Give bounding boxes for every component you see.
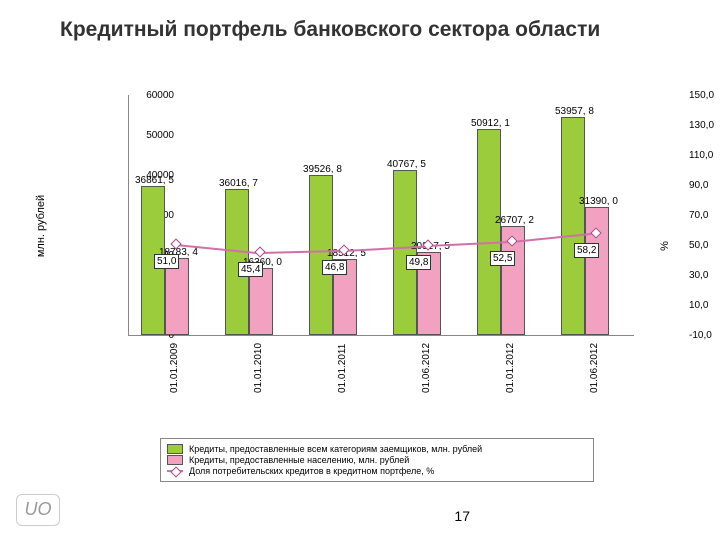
chart-title: Кредитный портфель банковского сектора о… — [60, 18, 600, 42]
legend-label-1: Кредиты, предоставленные всем категориям… — [189, 444, 482, 454]
x-tick: 01.01.2009 — [169, 343, 180, 393]
logo: UO — [16, 494, 60, 526]
line-value: 46,8 — [322, 260, 347, 275]
x-tick: 01.06.2012 — [589, 343, 600, 393]
line-value: 45,4 — [238, 262, 263, 277]
bar-series2 — [585, 207, 609, 335]
x-tick: 01.01.2012 — [505, 343, 516, 393]
x-tick: 01.06.2012 — [421, 343, 432, 393]
legend: Кредиты, предоставленные всем категориям… — [160, 438, 594, 482]
line-value: 58,2 — [574, 243, 599, 258]
bar-label-1: 53957, 8 — [555, 106, 594, 117]
bar-label-2: 26707, 2 — [495, 215, 534, 226]
legend-label-line: Доля потребительских кредитов в кредитно… — [189, 466, 434, 476]
x-tick: 01.01.2010 — [253, 343, 264, 393]
x-tick: 01.01.2011 — [337, 344, 348, 393]
y1-tick: 60000 — [129, 90, 174, 101]
line-value: 51,0 — [154, 254, 179, 269]
plot-area: 0100002000030000400005000060000-10,010,0… — [128, 95, 634, 336]
y2-tick: 110,0 — [689, 150, 713, 161]
y2-tick: 50,0 — [689, 240, 708, 251]
legend-item-series1: Кредиты, предоставленные всем категориям… — [167, 444, 587, 454]
y2-tick: 90,0 — [689, 180, 708, 191]
chart: 0100002000030000400005000060000-10,010,0… — [78, 95, 633, 375]
bar-series1 — [561, 117, 585, 335]
bar-label-1: 40767, 5 — [387, 159, 426, 170]
y2-tick: -10,0 — [689, 330, 712, 341]
page-number: 17 — [454, 508, 470, 524]
legend-item-series2: Кредиты, предоставленные населению, млн.… — [167, 455, 587, 465]
legend-item-line: Доля потребительских кредитов в кредитно… — [167, 466, 587, 476]
y-axis-left-label: млн. рублей — [35, 195, 47, 257]
legend-swatch-2 — [167, 455, 183, 465]
bar-label-1: 36861, 5 — [135, 175, 174, 186]
legend-swatch-line — [167, 470, 183, 472]
bar-label-2: 31390, 0 — [579, 196, 618, 207]
y1-tick: 50000 — [129, 130, 174, 141]
bar-series1 — [477, 129, 501, 335]
legend-label-2: Кредиты, предоставленные населению, млн.… — [189, 455, 409, 465]
y2-tick: 10,0 — [689, 300, 708, 311]
line-value: 49,8 — [406, 255, 431, 270]
legend-swatch-1 — [167, 444, 183, 454]
line-value: 52,5 — [490, 251, 515, 266]
y-axis-right-label: % — [659, 241, 671, 251]
bar-series1 — [393, 170, 417, 335]
y2-tick: 70,0 — [689, 210, 708, 221]
y2-tick: 30,0 — [689, 270, 708, 281]
bar-series2 — [249, 268, 273, 335]
y2-tick: 130,0 — [689, 120, 714, 131]
bar-label-1: 39526, 8 — [303, 164, 342, 175]
bar-label-1: 50912, 1 — [471, 118, 510, 129]
bar-series2 — [165, 258, 189, 335]
bar-label-1: 36016, 7 — [219, 178, 258, 189]
y2-tick: 150,0 — [689, 90, 714, 101]
